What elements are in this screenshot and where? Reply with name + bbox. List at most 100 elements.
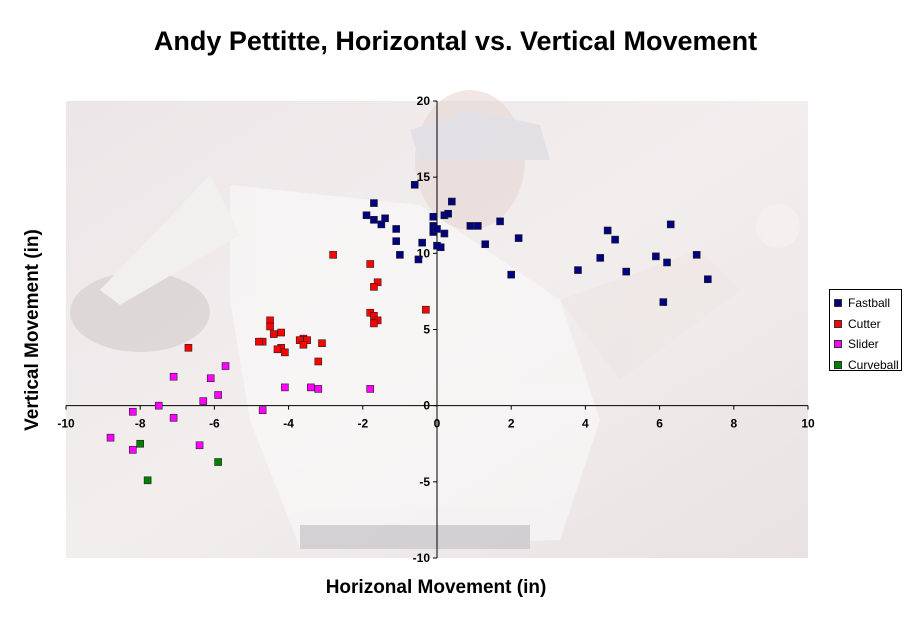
- data-points: [106, 180, 712, 485]
- data-point: [444, 209, 452, 218]
- data-point: [195, 441, 204, 450]
- data-point: [154, 401, 163, 410]
- y-tick-label: -10: [413, 551, 431, 565]
- data-point: [314, 385, 323, 393]
- data-point: [611, 235, 619, 244]
- x-tick-label: -6: [209, 417, 220, 431]
- data-point: [410, 180, 419, 189]
- x-tick-label: 0: [434, 417, 441, 431]
- data-point: [366, 260, 375, 268]
- data-point: [221, 362, 230, 370]
- legend-swatch: [834, 360, 842, 369]
- legend-swatch: [834, 299, 842, 308]
- data-point: [136, 439, 144, 448]
- series-fastball: [362, 180, 712, 306]
- y-axis-label: Vertical Movement (in): [22, 229, 43, 431]
- data-point: [199, 397, 208, 405]
- chart-title: Andy Pettitte, Horizontal vs. Vertical M…: [153, 26, 758, 56]
- x-tick-label: -4: [283, 417, 294, 431]
- data-point: [273, 345, 282, 354]
- data-point: [184, 343, 193, 352]
- x-tick-label: 10: [801, 417, 815, 431]
- legend-label: Fastball: [848, 296, 891, 311]
- data-point: [169, 414, 178, 422]
- data-point: [128, 407, 137, 416]
- data-point: [269, 330, 278, 338]
- data-point: [392, 225, 400, 233]
- x-tick-label: -10: [57, 417, 75, 431]
- data-point: [622, 267, 631, 276]
- series-curveball: [136, 439, 222, 485]
- data-point: [277, 328, 285, 337]
- data-point: [418, 238, 426, 247]
- data-point: [169, 372, 178, 381]
- data-point: [392, 237, 400, 245]
- y-tick-label: 0: [423, 399, 430, 413]
- data-point: [214, 391, 222, 399]
- data-point: [396, 251, 404, 259]
- data-point: [366, 385, 375, 393]
- data-point: [370, 283, 378, 291]
- data-point: [448, 197, 456, 206]
- legend-item-cutter: Cutter: [834, 314, 901, 335]
- legend-label: Cutter: [848, 316, 881, 331]
- data-point: [422, 305, 430, 314]
- legend-item-slider: Slider: [834, 334, 901, 355]
- data-point: [281, 348, 289, 357]
- data-point: [429, 212, 438, 221]
- data-point: [496, 217, 504, 226]
- data-point: [666, 220, 675, 229]
- data-point: [143, 476, 152, 485]
- data-point: [507, 270, 516, 279]
- x-tick-label: -8: [135, 417, 146, 431]
- legend-swatch: [834, 340, 842, 349]
- data-point: [436, 243, 445, 252]
- data-point: [474, 222, 482, 230]
- data-point: [362, 211, 371, 220]
- legend: Fastball Cutter Slider Curveball: [829, 289, 902, 372]
- data-point: [370, 216, 378, 224]
- data-point: [314, 357, 323, 366]
- x-tick-label: 4: [582, 417, 589, 431]
- data-point: [692, 251, 701, 259]
- legend-item-curveball: Curveball: [834, 355, 901, 376]
- data-point: [255, 337, 263, 346]
- x-tick-label: -2: [357, 417, 368, 431]
- data-point: [433, 225, 441, 233]
- y-tick-label: 5: [423, 323, 430, 337]
- data-point: [596, 254, 605, 262]
- x-tick-label: 6: [656, 417, 663, 431]
- data-point: [514, 234, 523, 242]
- series-slider: [106, 362, 375, 454]
- data-point: [128, 446, 137, 454]
- x-tick-label: 2: [508, 417, 515, 431]
- legend-item-fastball: Fastball: [834, 293, 901, 314]
- data-point: [307, 383, 315, 392]
- data-point: [481, 240, 490, 248]
- data-point: [704, 275, 712, 284]
- data-point: [299, 340, 308, 349]
- legend-swatch: [834, 319, 842, 328]
- data-point: [266, 322, 274, 331]
- data-point: [603, 226, 612, 235]
- x-tick-label: 8: [730, 417, 737, 431]
- data-point: [206, 374, 215, 383]
- data-point: [659, 298, 668, 306]
- data-point: [414, 255, 423, 264]
- data-point: [258, 406, 267, 415]
- data-point: [106, 433, 115, 442]
- legend-label: Curveball: [848, 357, 899, 372]
- data-point: [329, 251, 337, 259]
- y-tick-label: 15: [417, 170, 431, 184]
- data-point: [281, 383, 289, 392]
- x-axis-label: Horizonal Movement (in): [325, 577, 547, 598]
- data-point: [370, 319, 378, 328]
- data-point: [652, 252, 660, 261]
- data-point: [370, 199, 378, 207]
- y-tick-label: 20: [417, 94, 431, 108]
- data-point: [466, 222, 475, 230]
- data-point: [318, 339, 326, 348]
- legend-label: Slider: [848, 337, 879, 352]
